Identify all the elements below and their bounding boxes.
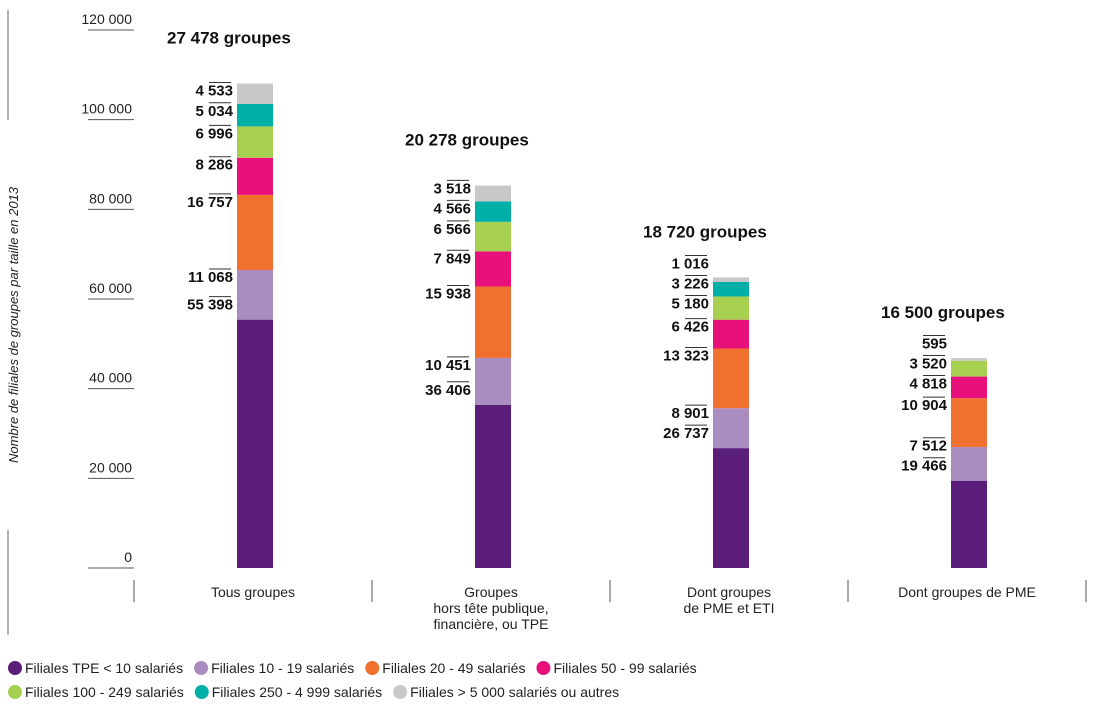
y-axis-label: Nombre de filiales de groupes par taille… <box>6 186 21 463</box>
value-label: 5 034 <box>195 103 233 120</box>
value-label: 6 996 <box>195 125 233 142</box>
bar-segment <box>237 157 273 195</box>
y-tick-label: 60 000 <box>89 280 132 296</box>
value-label: 15 938 <box>425 285 471 302</box>
bar-segment <box>951 480 987 568</box>
value-label: 1 016 <box>671 255 709 272</box>
bar-segment <box>237 83 273 104</box>
bar-segment <box>713 348 749 409</box>
legend-swatch <box>536 661 551 675</box>
value-label: 13 323 <box>663 347 709 364</box>
value-label: 6 566 <box>433 221 471 238</box>
x-tick-label: financière, ou TPE <box>434 616 549 632</box>
bar-segment <box>713 296 749 320</box>
value-label: 6 426 <box>671 319 709 336</box>
bar-segment <box>951 376 987 399</box>
value-label: 55 398 <box>187 297 233 314</box>
legend-swatch <box>194 685 209 699</box>
value-label: 8 901 <box>671 405 709 422</box>
value-label: 10 451 <box>425 357 471 374</box>
total-label: 18 720 groupes <box>643 222 767 241</box>
value-label: 4 566 <box>433 200 471 217</box>
value-label: 26 737 <box>663 425 709 442</box>
x-tick-label: hors tête publique, <box>433 600 548 616</box>
legend-label: Filiales > 5 000 salariés ou autres <box>410 684 619 700</box>
bar-segment <box>475 357 511 405</box>
value-label: 8 286 <box>195 157 233 174</box>
x-tick-label: Dont groupes <box>687 584 771 600</box>
total-label: 16 500 groupes <box>881 303 1005 322</box>
value-label: 3 518 <box>433 180 471 197</box>
x-tick-label: Dont groupes de PME <box>898 584 1036 600</box>
y-tick-label: 40 000 <box>89 370 132 386</box>
value-label: 7 849 <box>433 250 471 267</box>
x-tick-label: Groupes <box>464 584 518 600</box>
bar-segment <box>237 126 273 158</box>
bar-segment <box>237 194 273 271</box>
legend-swatch <box>8 661 22 675</box>
total-label: 27 478 groupes <box>167 28 291 47</box>
bar-segment <box>237 103 273 127</box>
bar-segment <box>713 319 749 349</box>
value-label: 7 512 <box>909 438 947 455</box>
legend-label: Filiales 100 - 249 salariés <box>25 684 184 700</box>
x-tick-label: de PME et ETI <box>683 600 774 616</box>
y-tick-label: 0 <box>124 549 132 565</box>
bar-segment <box>713 448 749 568</box>
value-label: 16 757 <box>187 194 233 211</box>
legend-swatch <box>393 685 408 699</box>
bar-segment <box>951 447 987 481</box>
value-label: 3 226 <box>671 275 709 292</box>
value-label: 4 533 <box>195 82 233 99</box>
value-label: 19 466 <box>901 458 947 475</box>
bar-segment <box>237 270 273 320</box>
bar-segment <box>475 251 511 287</box>
bar-segment <box>951 360 987 377</box>
total-label: 20 278 groupes <box>405 131 529 150</box>
legend-label: Filiales TPE < 10 salariés <box>25 660 183 676</box>
bar-segment <box>475 185 511 202</box>
legend-label: Filiales 250 - 4 999 salariés <box>212 684 382 700</box>
value-label: 10 904 <box>901 397 948 414</box>
value-label: 4 818 <box>909 376 947 393</box>
legend-label: Filiales 20 - 49 salariés <box>382 660 525 676</box>
bar-segment <box>713 408 749 449</box>
bar-segment <box>237 319 273 568</box>
y-tick-label: 100 000 <box>81 101 132 117</box>
bar-segment <box>475 286 511 358</box>
bar-segment <box>475 404 511 568</box>
y-tick-label: 80 000 <box>89 190 132 206</box>
y-tick-label: 120 000 <box>81 11 132 27</box>
value-label: 11 068 <box>188 269 233 286</box>
bar-segment <box>713 281 749 297</box>
legend-label: Filiales 10 - 19 salariés <box>211 660 354 676</box>
legend-swatch <box>365 661 380 675</box>
legend-label: Filiales 50 - 99 salariés <box>553 660 696 676</box>
bar-segment <box>951 358 987 361</box>
value-label: 3 520 <box>909 356 947 373</box>
bar-segment <box>951 398 987 448</box>
legend-swatch <box>8 685 22 699</box>
bar-segment <box>475 221 511 252</box>
value-label: 36 406 <box>425 382 471 399</box>
y-tick-label: 20 000 <box>89 459 132 475</box>
bar-segment <box>713 277 749 282</box>
legend-swatch <box>194 661 209 675</box>
value-label: 595 <box>922 336 947 353</box>
bar-segment <box>475 201 511 222</box>
x-tick-label: Tous groupes <box>211 584 295 600</box>
value-label: 5 180 <box>671 295 709 312</box>
